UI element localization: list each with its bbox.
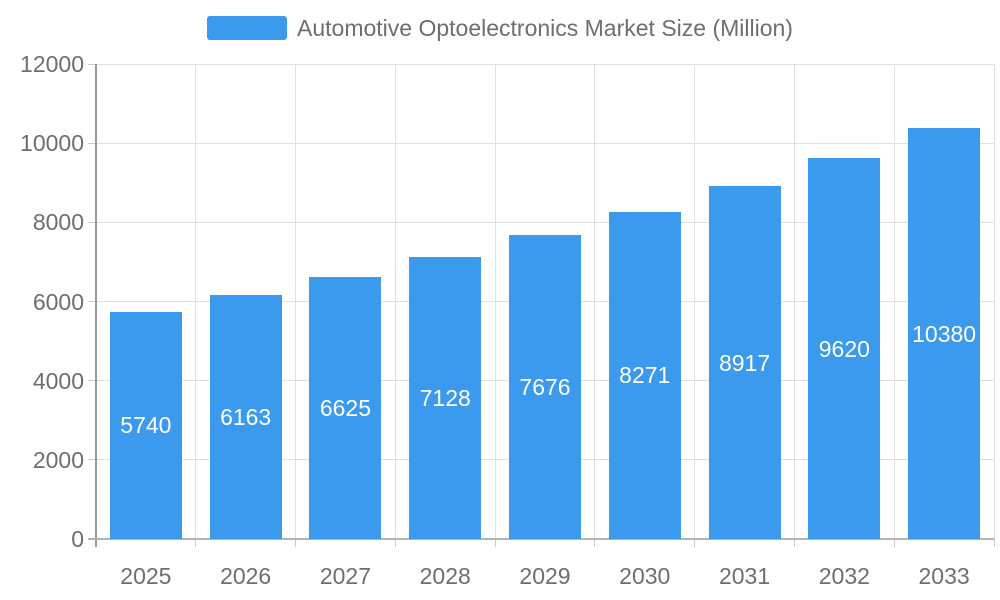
bar[interactable] — [109, 311, 182, 539]
y-axis-line — [95, 64, 97, 547]
y-axis-tick — [88, 221, 96, 223]
gridline-horizontal — [96, 142, 994, 144]
bar[interactable] — [608, 211, 681, 539]
gridline-vertical — [594, 64, 596, 539]
x-axis-label: 2031 — [718, 563, 771, 589]
gridline-vertical — [195, 64, 197, 539]
x-axis-tick — [494, 539, 496, 547]
bar[interactable] — [309, 276, 382, 539]
x-axis-tick — [394, 539, 396, 547]
bar-value-label: 8271 — [619, 362, 671, 389]
y-axis-label: 2000 — [32, 446, 84, 473]
x-axis-tick — [594, 539, 596, 547]
gridline-vertical — [494, 64, 496, 539]
bar[interactable] — [908, 128, 981, 539]
bar[interactable] — [808, 158, 881, 539]
y-axis-label: 8000 — [32, 209, 84, 236]
bar-value-label: 8917 — [718, 349, 771, 376]
legend-label: Automotive Optoelectronics Market Size (… — [297, 15, 793, 41]
gridline-vertical — [893, 64, 895, 539]
x-axis-tick — [793, 539, 795, 547]
bar[interactable] — [209, 295, 282, 539]
x-axis-label: 2025 — [120, 563, 172, 589]
legend[interactable]: Automotive Optoelectronics Market Size (… — [0, 16, 1000, 40]
bar-value-label: 9620 — [818, 335, 870, 362]
bar-value-label: 6625 — [319, 394, 372, 421]
x-axis-tick — [195, 539, 197, 547]
bar[interactable] — [409, 256, 482, 539]
y-axis-label: 4000 — [32, 367, 84, 394]
bar-value-label: 5740 — [120, 412, 172, 439]
y-axis-label: 10000 — [20, 130, 84, 157]
x-axis-tick — [893, 539, 895, 547]
gridline-vertical — [694, 64, 696, 539]
x-axis-label: 2026 — [220, 563, 272, 589]
bar-value-label: 7676 — [519, 374, 571, 401]
y-axis-tick — [88, 380, 96, 382]
y-axis-label: 12000 — [20, 51, 84, 77]
bar-value-label: 6163 — [220, 404, 272, 431]
x-axis-line — [88, 538, 994, 540]
x-axis-tick — [295, 539, 297, 547]
y-axis-tick — [88, 459, 96, 461]
gridline-horizontal — [96, 221, 994, 223]
y-axis-label: 6000 — [32, 288, 84, 315]
bar[interactable] — [509, 235, 581, 539]
gridline-vertical — [295, 64, 297, 539]
legend-swatch — [207, 16, 288, 40]
x-axis-label: 2029 — [519, 563, 571, 589]
y-axis-tick — [88, 63, 96, 65]
x-axis-tick — [694, 539, 696, 547]
x-axis-label: 2033 — [918, 563, 970, 589]
gridline-vertical — [394, 64, 396, 539]
x-axis-label: 2028 — [419, 563, 471, 589]
gridline-vertical — [993, 64, 995, 539]
x-axis-label: 2027 — [319, 563, 372, 589]
y-axis-label: 0 — [71, 526, 84, 552]
y-axis-tick — [88, 142, 96, 144]
bar[interactable] — [708, 186, 781, 539]
gridline-horizontal — [96, 63, 994, 65]
bar-value-label: 7128 — [419, 384, 471, 411]
y-axis-tick — [88, 301, 96, 302]
x-axis-label: 2030 — [619, 563, 671, 589]
x-axis-label: 2032 — [818, 563, 870, 589]
x-axis-tick — [993, 539, 995, 547]
bar-value-label: 10380 — [912, 320, 977, 347]
gridline-vertical — [793, 64, 795, 539]
